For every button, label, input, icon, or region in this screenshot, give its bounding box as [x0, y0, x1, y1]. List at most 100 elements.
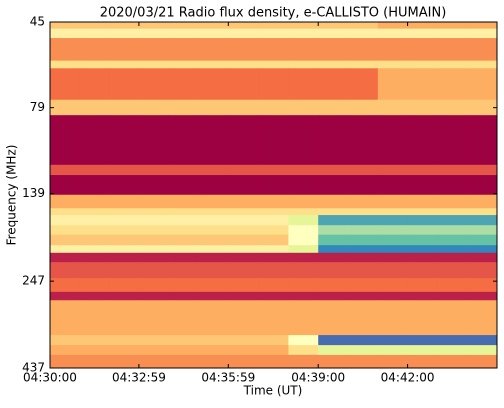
- cell: [318, 68, 349, 101]
- heatmap: [50, 22, 498, 369]
- cell: [318, 354, 349, 369]
- cell: [258, 234, 289, 246]
- y-tick-label: 45: [30, 15, 45, 29]
- cell: [139, 28, 170, 39]
- cell: [467, 245, 498, 254]
- cell: [407, 234, 438, 246]
- cell: [288, 164, 319, 176]
- cell: [258, 99, 289, 116]
- cell: [169, 22, 200, 30]
- cell: [139, 300, 170, 336]
- cell: [139, 345, 170, 356]
- cell: [467, 225, 498, 236]
- cell: [407, 278, 438, 293]
- cell: [288, 300, 319, 336]
- cell: [228, 194, 260, 209]
- cell: [109, 354, 140, 369]
- cell: [377, 252, 409, 263]
- cell: [258, 215, 289, 226]
- cell: [318, 291, 349, 301]
- cell: [139, 262, 170, 279]
- cell: [139, 194, 170, 209]
- cell: [50, 115, 81, 166]
- cell: [437, 345, 468, 356]
- cell: [437, 60, 468, 69]
- cell: [169, 291, 200, 301]
- cell: [407, 28, 438, 39]
- cell: [467, 175, 498, 196]
- cell: [139, 225, 170, 236]
- cell: [169, 38, 200, 62]
- cell: [318, 194, 349, 209]
- cell: [169, 278, 200, 293]
- cell: [437, 28, 468, 39]
- cell: [109, 234, 140, 246]
- cell: [169, 175, 200, 196]
- cell: [109, 278, 140, 293]
- cell: [467, 68, 498, 101]
- cell: [377, 164, 409, 176]
- plot-frame: [49, 21, 498, 369]
- cell: [318, 225, 349, 236]
- cell: [377, 194, 409, 209]
- cell: [139, 115, 170, 166]
- cell: [139, 208, 170, 216]
- cell: [169, 300, 200, 336]
- cell: [50, 354, 81, 369]
- cell: [258, 208, 289, 216]
- cell: [79, 60, 111, 69]
- chart-title: 2020/03/21 Radio flux density, e-CALLIST…: [100, 6, 447, 21]
- cell: [228, 278, 260, 293]
- cell: [258, 245, 289, 254]
- cell: [199, 28, 230, 39]
- cell: [50, 175, 81, 196]
- cell: [348, 60, 379, 69]
- cell: [50, 215, 81, 226]
- cell: [228, 225, 260, 236]
- cell: [228, 38, 260, 62]
- cell: [79, 215, 111, 226]
- cell: [109, 175, 140, 196]
- cell: [50, 245, 81, 254]
- cell: [258, 28, 289, 39]
- cell: [139, 175, 170, 196]
- cell: [467, 99, 498, 116]
- cell: [318, 115, 349, 166]
- cell: [109, 262, 140, 279]
- x-tick-label: 04:30:00: [23, 371, 77, 385]
- cell: [407, 345, 438, 356]
- cell: [377, 215, 409, 226]
- cell: [228, 99, 260, 116]
- cell: [288, 278, 319, 293]
- cell: [79, 252, 111, 263]
- cell: [377, 115, 409, 166]
- cell: [228, 345, 260, 356]
- cell: [377, 335, 409, 346]
- cell: [318, 335, 349, 346]
- cell: [407, 22, 438, 30]
- cell: [377, 175, 409, 196]
- cell: [348, 164, 379, 176]
- cell: [199, 225, 230, 236]
- cell: [50, 345, 81, 356]
- cell: [377, 262, 409, 279]
- cell: [109, 291, 140, 301]
- cell: [228, 115, 260, 166]
- cell: [50, 28, 81, 39]
- cell: [377, 345, 409, 356]
- cell: [467, 194, 498, 209]
- cell: [348, 291, 379, 301]
- cell: [228, 28, 260, 39]
- cell: [228, 164, 260, 176]
- y-tick-label: 247: [22, 274, 45, 288]
- cell: [228, 60, 260, 69]
- cell: [437, 175, 468, 196]
- cell: [228, 234, 260, 246]
- cell: [79, 175, 111, 196]
- cell: [288, 115, 319, 166]
- cell: [377, 300, 409, 336]
- cell: [109, 28, 140, 39]
- cell: [258, 22, 289, 30]
- cell: [407, 115, 438, 166]
